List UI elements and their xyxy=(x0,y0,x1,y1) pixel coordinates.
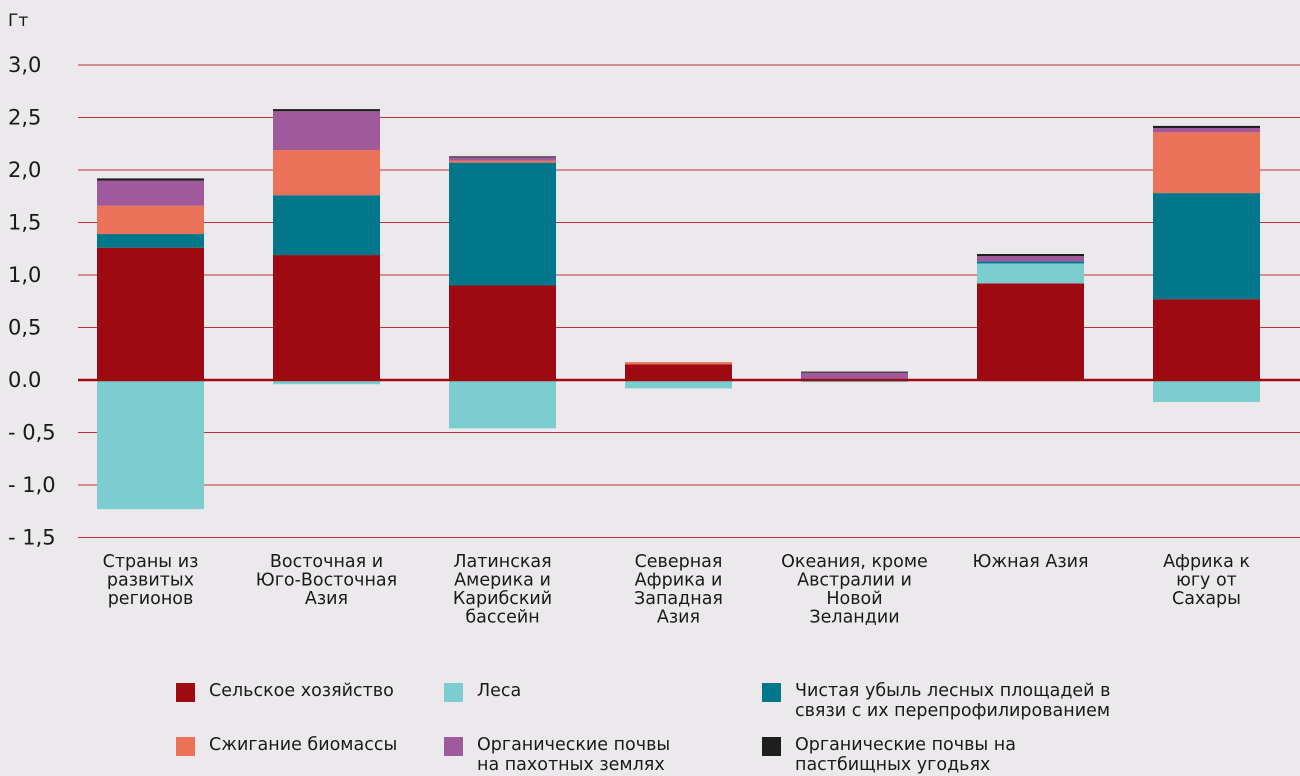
y-tick-label: 1,0 xyxy=(8,263,41,287)
bar-segment xyxy=(97,247,204,380)
bar-segment xyxy=(977,254,1084,257)
x-tick-label: Страны из развитых регионов xyxy=(103,552,199,609)
bar-segment xyxy=(977,283,1084,380)
bar-segment xyxy=(1153,193,1260,300)
legend-label-organic-soils-cropland: Органические почвы на пахотных землях xyxy=(477,735,671,775)
bar-segment xyxy=(97,180,204,206)
bar-segment xyxy=(449,162,556,286)
bar-segment xyxy=(273,109,380,112)
x-tick-label-line: Новой xyxy=(826,589,882,609)
bar-segment xyxy=(273,195,380,256)
x-tick-label: Африка к югу от Сахары xyxy=(1163,552,1250,609)
bar-segment xyxy=(977,261,1084,264)
bar-segment xyxy=(97,380,204,510)
bar-segment xyxy=(625,362,732,365)
bar-segment xyxy=(977,263,1084,284)
x-tick-label-line: бассейн xyxy=(465,608,539,628)
legend-item-organic-soils-cropland: Органические почвы на пахотных землях xyxy=(444,735,670,775)
legend-item-biomass-burning: Сжигание биомассы xyxy=(176,735,397,756)
legend-item-net-forest-conversion: Чистая убыль лесных площадей в связи с и… xyxy=(762,681,1110,721)
x-tick-label-line: Западная xyxy=(634,589,723,609)
legend-swatch-organic-soils-cropland xyxy=(444,737,463,756)
x-tick-label-line: югу от xyxy=(1176,571,1237,591)
legend-label-forests: Леса xyxy=(477,681,522,701)
bar-segment xyxy=(97,178,204,181)
y-tick-label: 0,5 xyxy=(8,316,41,340)
x-tick-label-line: Юго-Восточная xyxy=(256,571,397,591)
bar-segment xyxy=(1153,132,1260,194)
x-tick-label: Южная Азия xyxy=(972,552,1088,572)
chart-svg: Гт 3,0 2,5 2,0 1,5 1,0 0,5 0.0 - 0,5 - 1,0 - 1,5 Ст… xyxy=(8,11,1300,628)
x-tick-label-line: Северная xyxy=(635,552,723,572)
bar-segment xyxy=(449,156,556,158)
x-tick-label: Латинская Америка и Карибский бассейн xyxy=(453,552,552,628)
bar-segment xyxy=(625,380,732,389)
legend-label-organic-soils-grassland: Органические почвы на пастбищных угодьях xyxy=(795,735,1016,775)
y-tick-label: 3,0 xyxy=(8,53,41,77)
bar-segment xyxy=(449,157,556,161)
legend-item-forests: Леса xyxy=(444,681,521,702)
bar-segment xyxy=(977,256,1084,262)
bar-segment xyxy=(273,380,380,385)
y-tick-label: - 1,0 xyxy=(8,473,56,497)
legend-swatch-organic-soils-grassland xyxy=(762,737,781,756)
legend-label-net-forest-conversion: Чистая убыль лесных площадей в связи с и… xyxy=(795,681,1111,721)
bar-segment xyxy=(273,255,380,380)
x-tick-label: Океания, кроме Австралии и Новой Зеландии xyxy=(781,552,928,628)
y-tick-label: 2,0 xyxy=(8,158,41,182)
x-tick-label-line: развитых xyxy=(107,571,194,591)
y-tick-label: 0.0 xyxy=(8,368,41,392)
bar-segment xyxy=(273,111,380,151)
bar-segment xyxy=(273,150,380,196)
x-tick-label-line: Карибский xyxy=(453,589,552,609)
bar-segment xyxy=(801,371,908,373)
y-tick-label: 1,5 xyxy=(8,211,41,235)
x-tick-label-line: Африка к xyxy=(1163,552,1250,572)
y-tick-label: - 1,5 xyxy=(8,526,56,550)
x-tick-label-line: Африка и xyxy=(635,571,723,591)
y-tick-label: 2,5 xyxy=(8,106,41,130)
legend-item-organic-soils-grassland: Органические почвы на пастбищных угодьях xyxy=(762,735,1016,775)
y-tick-label: - 0,5 xyxy=(8,421,56,445)
bar-segment xyxy=(801,372,908,379)
legend-swatch-net-forest-conversion xyxy=(762,683,781,702)
legend-label-agriculture: Сельское хозяйство xyxy=(209,681,394,701)
bar-segment xyxy=(97,205,204,235)
x-tick-label-line: Страны из xyxy=(103,552,199,572)
bar-segment xyxy=(1153,125,1260,128)
x-tick-label: Северная Африка и Западная Азия xyxy=(634,552,723,628)
x-tick-label-line: Сахары xyxy=(1172,589,1241,609)
bar-segment xyxy=(97,234,204,248)
bar-segment xyxy=(449,160,556,163)
y-axis-unit-label: Гт xyxy=(8,11,28,31)
x-tick-label-line: Латинская xyxy=(453,552,551,572)
legend-item-agriculture: Сельское хозяйство xyxy=(176,681,394,702)
x-tick-label-line: Южная Азия xyxy=(972,552,1088,572)
legend-swatch-forests xyxy=(444,683,463,702)
bar-segment xyxy=(1153,128,1260,133)
x-tick-label: Восточная и Юго-Восточная Азия xyxy=(256,552,397,609)
x-tick-label-line: Австралии и xyxy=(797,571,912,591)
legend-swatch-agriculture xyxy=(176,683,195,702)
bar-segment xyxy=(449,380,556,429)
x-tick-label-line: регионов xyxy=(108,589,194,609)
x-tick-label-line: Зеландии xyxy=(809,608,899,628)
bar-segment xyxy=(625,364,732,380)
x-tick-label-line: Америка и xyxy=(454,571,551,591)
bar-segment xyxy=(1153,380,1260,403)
bar-segment xyxy=(449,285,556,380)
legend-label-biomass-burning: Сжигание биомассы xyxy=(209,735,398,755)
x-tick-label-line: Азия xyxy=(305,589,348,609)
bar-segment xyxy=(1153,299,1260,380)
x-tick-label-line: Океания, кроме xyxy=(781,552,928,572)
x-tick-label-line: Азия xyxy=(657,608,700,628)
legend-swatch-biomass-burning xyxy=(176,737,195,756)
x-tick-label-line: Восточная и xyxy=(270,552,383,572)
